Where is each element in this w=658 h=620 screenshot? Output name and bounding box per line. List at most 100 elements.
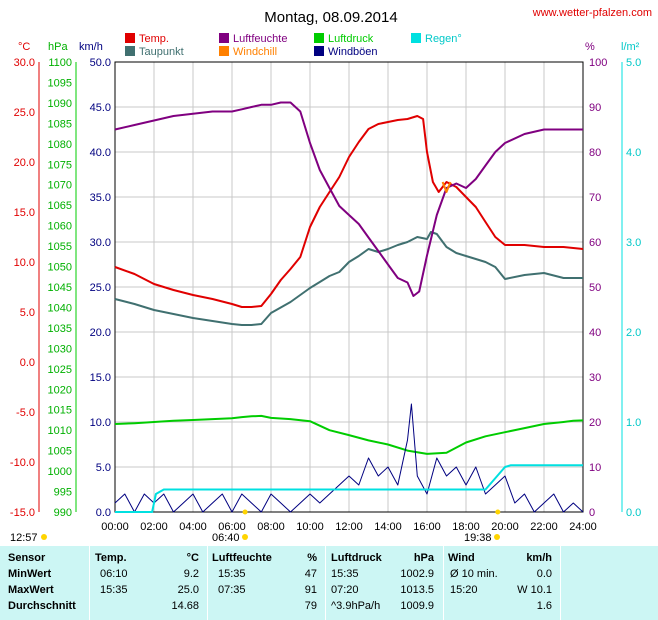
pressure-axis-tick-label: 1050 <box>48 262 72 274</box>
stats-header-temp: Temp. <box>95 552 127 564</box>
pressure-axis-tick-label: 1020 <box>48 384 72 396</box>
sunrise-marker <box>242 509 248 515</box>
stats-temp-value: 25.0 <box>177 584 199 596</box>
legend-swatch <box>219 46 229 56</box>
temp-axis-tick-label: 5.0 <box>20 307 35 319</box>
legend-label: Luftfeuchte <box>233 33 287 45</box>
series-line-windchill <box>441 181 452 193</box>
pressure-axis-tick-label: 1060 <box>48 221 72 233</box>
chart-grid <box>114 61 584 513</box>
stats-humidity-value: 91 <box>304 584 317 596</box>
stats-divider <box>560 546 561 620</box>
rain-axis-tick-label: 3.0 <box>626 237 641 249</box>
rain-axis-tick-label: 5.0 <box>626 57 641 69</box>
pressure-axis-tick-label: 1005 <box>48 446 72 458</box>
sun-events: 12:57 06:40 19:38 <box>10 509 501 544</box>
source-link[interactable]: www.wetter-pfalzen.com <box>532 7 652 19</box>
time-axis-tick-label: 16:00 <box>413 521 441 533</box>
pressure-axis-tick-label: 1070 <box>48 180 72 192</box>
humidity-axis-tick-label: 40 <box>589 327 601 339</box>
pressure-axis-tick-label: 1035 <box>48 323 72 335</box>
temp-axis-tick-label: 15.0 <box>14 207 35 219</box>
stats-pressure-value: 1013.5 <box>400 584 434 596</box>
time-axis-tick-label: 04:00 <box>179 521 207 533</box>
humidity-axis-tick-label: 50 <box>589 282 601 294</box>
pressure-axis-tick-label: 1075 <box>48 159 72 171</box>
wind-axis-tick-label: 5.0 <box>96 462 111 474</box>
rain-axis-tick-label: 1.0 <box>626 417 641 429</box>
temp-axis-tick-label: 30.0 <box>14 57 35 69</box>
series-line-luftfeuchte <box>114 101 583 297</box>
temp-axis-tick-label: -5.0 <box>16 407 35 419</box>
sunset-icon <box>494 534 500 540</box>
stats-humidity-time: 15:35 <box>218 568 246 580</box>
time-axis-tick-label: 00:00 <box>101 521 129 533</box>
stats-header-wind-unit: km/h <box>526 552 552 564</box>
time-axis-tick-label: 24:00 <box>569 521 597 533</box>
pressure-axis-tick-label: 1010 <box>48 425 72 437</box>
rain-unit-label: l/m² <box>621 41 640 53</box>
stats-wind-label: 15:20 <box>450 584 478 596</box>
sunshine-duration-label: 12:57 <box>10 532 38 544</box>
pressure-axis-tick-label: 995 <box>54 487 72 499</box>
stats-divider <box>89 546 90 620</box>
legend-label: Windböen <box>328 46 378 58</box>
time-axis-tick-label: 10:00 <box>296 521 324 533</box>
weather-chart: 30.0 25.0 20.0 15.0 10.0 5.0 0.0 -5.0 -10.0 -15.0… <box>10 7 652 544</box>
humidity-axis-tick-label: 70 <box>589 192 601 204</box>
pressure-axis-tick-label: 1015 <box>48 405 72 417</box>
stats-pressure-value: 1002.9 <box>400 568 434 580</box>
stats-humidity-value: 79 <box>304 600 317 612</box>
wind-axis-tick-label: 50.0 <box>90 57 111 69</box>
time-axis-tick-label: 14:00 <box>374 521 402 533</box>
legend-label: Luftdruck <box>328 33 374 45</box>
legend-swatch <box>314 46 324 56</box>
sunrise-label: 06:40 <box>212 532 240 544</box>
pressure-axis-tick-label: 1100 <box>48 57 72 69</box>
pressure-axis-tick-label: 1065 <box>48 200 72 212</box>
time-axis-tick-label: 02:00 <box>140 521 168 533</box>
stats-pressure-time: 15:35 <box>331 568 359 580</box>
wind-axis-tick-label: 0.0 <box>96 507 111 519</box>
series-line-luftdruck <box>114 414 584 455</box>
stats-wind-value: 0.0 <box>536 568 552 580</box>
humidity-axis-tick-label: 60 <box>589 237 601 249</box>
temp-axis-tick-label: -15.0 <box>10 507 35 519</box>
rain-axis-tick-label: 0.0 <box>626 507 641 519</box>
stats-header-wind: Wind <box>448 552 475 564</box>
pressure-axis-tick-label: 1085 <box>48 118 72 130</box>
temp-axis-tick-label: -10.0 <box>10 457 35 469</box>
humidity-axis-tick-label: 30 <box>589 372 601 384</box>
legend-swatch <box>219 33 229 43</box>
pressure-axis-tick-label: 1080 <box>48 139 72 151</box>
wind-axis-tick-label: 25.0 <box>90 282 111 294</box>
stats-temp-value: 14.68 <box>171 600 199 612</box>
humidity-axis-tick-label: 80 <box>589 147 601 159</box>
temp-axis-tick-label: 10.0 <box>14 257 35 269</box>
time-axis-tick-label: 20:00 <box>491 521 519 533</box>
wind-axis-tick-label: 20.0 <box>90 327 111 339</box>
stats-humidity-time: 07:35 <box>218 584 246 596</box>
wind-axis-tick-label: 35.0 <box>90 192 111 204</box>
pressure-axis-tick-label: 1040 <box>48 302 72 314</box>
stats-row-label: MaxWert <box>8 584 54 596</box>
rain-axis-tick-label: 2.0 <box>626 327 641 339</box>
stats-wind-value: 1.6 <box>536 600 552 612</box>
sunset-marker <box>495 509 501 515</box>
stats-humidity-value: 47 <box>304 568 317 580</box>
series-line-windben <box>114 403 584 513</box>
stats-header-humidity-unit: % <box>307 552 317 564</box>
time-axis-tick-label: 08:00 <box>257 521 285 533</box>
stats-pressure-time: ^3.9hPa/h <box>331 600 381 612</box>
stats-row-label: MinWert <box>8 568 52 580</box>
humidity-axis-tick-label: 20 <box>589 417 601 429</box>
stats-header-pressure: Luftdruck <box>331 552 382 564</box>
pressure-axis-tick-label: 1095 <box>48 77 72 89</box>
temp-unit-label: °C <box>18 41 30 53</box>
sunrise-icon <box>242 534 248 540</box>
legend-swatch <box>314 33 324 43</box>
stats-temp-value: 9.2 <box>183 568 199 580</box>
stats-header-sensor: Sensor <box>8 552 46 564</box>
series-line-regen <box>115 464 583 513</box>
